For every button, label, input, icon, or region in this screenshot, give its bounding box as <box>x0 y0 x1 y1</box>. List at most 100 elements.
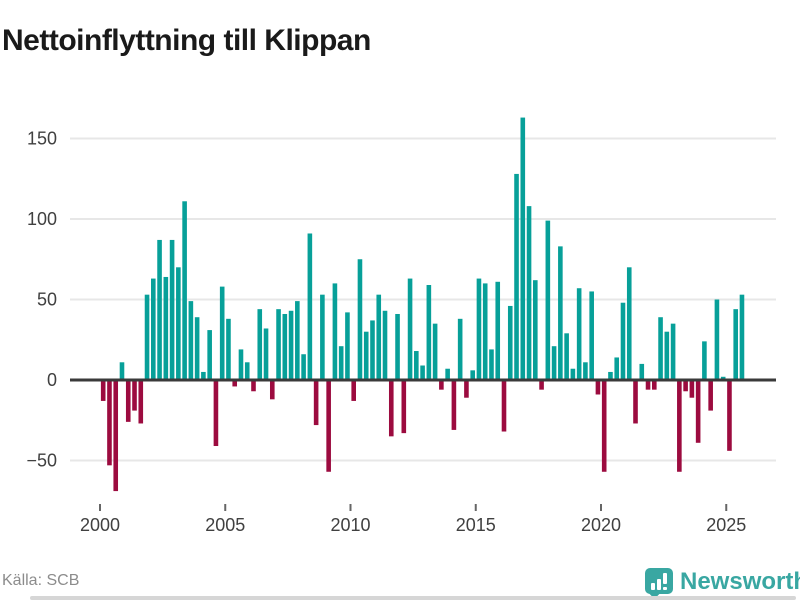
bar-2023Q2 <box>683 380 688 392</box>
bar-2008Q1 <box>301 354 306 380</box>
bar-2005Q3 <box>238 349 244 380</box>
bar-2018Q2 <box>558 246 563 380</box>
x-axis-label-2010: 2010 <box>330 515 370 535</box>
bar-2016Q1 <box>501 380 507 432</box>
bar-2019Q4 <box>595 380 601 395</box>
bar-2002Q3 <box>163 276 169 380</box>
bar-2004Q2 <box>207 330 212 380</box>
x-axis-label-2000: 2000 <box>80 515 120 535</box>
bar-2004Q1 <box>201 371 206 380</box>
bar-2014Q2 <box>457 318 463 380</box>
bar-2009Q1 <box>326 380 331 472</box>
bar-2020Q1 <box>601 380 607 472</box>
bar-2002Q4 <box>169 239 175 380</box>
x-axis-label-2015: 2015 <box>456 515 496 535</box>
bar-2014Q1 <box>451 380 457 430</box>
bar-2011Q2 <box>382 310 388 380</box>
bar-2023Q3 <box>689 380 695 398</box>
bar-2006Q2 <box>257 309 263 380</box>
bar-2001Q4 <box>144 294 150 380</box>
bar-2000Q3 <box>113 380 119 492</box>
bar-2000Q4 <box>119 362 125 380</box>
bar-2024Q3 <box>714 299 720 380</box>
bar-2017Q4 <box>545 220 551 380</box>
bar-2022Q1 <box>652 380 657 390</box>
bar-2015Q4 <box>495 281 501 380</box>
bar-2013Q4 <box>445 368 450 380</box>
bar-2016Q3 <box>514 173 519 380</box>
bar-2012Q4 <box>420 365 425 380</box>
newsworthy-brand-text: Newsworthy <box>680 568 800 595</box>
bar-2006Q4 <box>269 380 275 400</box>
bar-2023Q4 <box>695 380 701 443</box>
bar-2010Q2 <box>357 259 363 380</box>
bar-2010Q3 <box>363 331 369 380</box>
horizontal-scrollbar[interactable] <box>30 596 796 600</box>
bar-2003Q3 <box>188 301 194 380</box>
bar-2021Q2 <box>633 380 638 424</box>
bar-2001Q2 <box>132 380 137 411</box>
bar-2024Q4 <box>720 376 726 380</box>
bar-2022Q3 <box>664 331 670 380</box>
bar-2013Q2 <box>432 323 438 380</box>
bar-2022Q4 <box>670 323 676 380</box>
bar-2005Q1 <box>226 318 231 380</box>
bar-2002Q1 <box>151 278 156 380</box>
bar-2017Q2 <box>533 280 538 380</box>
bar-2018Q1 <box>551 346 557 380</box>
bar-2001Q3 <box>138 380 144 424</box>
bar-2020Q2 <box>608 371 613 380</box>
bar-2015Q1 <box>476 278 482 380</box>
page-title: Nettoinflyttning till Klippan <box>2 24 371 58</box>
bar-2015Q2 <box>482 283 488 380</box>
bar-2019Q3 <box>589 291 594 380</box>
bar-2019Q2 <box>583 362 588 380</box>
bar-2024Q2 <box>708 380 713 411</box>
bar-2004Q3 <box>213 380 219 447</box>
bar-2021Q4 <box>645 380 651 390</box>
bar-2014Q4 <box>470 370 475 380</box>
bar-2013Q1 <box>426 285 432 380</box>
bar-2009Q4 <box>345 312 350 380</box>
newsworthy-logo[interactable]: Newsworthy <box>645 566 800 599</box>
y-axis-label-50: 50 <box>37 290 57 310</box>
bar-2022Q2 <box>658 317 663 380</box>
bar-2003Q1 <box>176 267 181 380</box>
bar-2008Q3 <box>313 380 319 426</box>
bar-2024Q1 <box>702 341 707 380</box>
bar-2020Q4 <box>620 302 626 380</box>
bar-2025Q3 <box>739 294 745 380</box>
bar-2006Q1 <box>251 380 256 392</box>
bar-2003Q2 <box>182 201 187 380</box>
bar-2016Q4 <box>520 117 526 380</box>
bar-2008Q2 <box>307 233 313 380</box>
y-axis-label-100: 100 <box>27 209 57 229</box>
bar-2009Q2 <box>332 283 338 380</box>
bar-2005Q4 <box>244 362 250 380</box>
bar-2018Q4 <box>570 368 576 380</box>
bar-2000Q1 <box>100 380 106 401</box>
newsworthy-barchart-icon <box>645 568 673 594</box>
bar-2017Q3 <box>539 380 544 390</box>
bar-2011Q3 <box>388 380 394 437</box>
bar-2018Q3 <box>564 333 569 380</box>
bar-2012Q1 <box>401 380 407 434</box>
bar-2002Q2 <box>157 239 162 380</box>
bar-2025Q2 <box>733 309 739 380</box>
bar-2014Q3 <box>464 380 469 398</box>
bar-2011Q1 <box>376 294 382 380</box>
bar-2008Q4 <box>320 294 325 380</box>
x-axis-label-2020: 2020 <box>581 515 621 535</box>
bar-2009Q3 <box>338 346 344 380</box>
bar-2015Q3 <box>489 349 494 380</box>
bar-2000Q2 <box>107 380 112 466</box>
bar-2025Q1 <box>727 380 732 451</box>
bar-2021Q1 <box>626 267 632 380</box>
bar-2023Q1 <box>677 380 682 472</box>
bar-2017Q1 <box>526 206 532 380</box>
bar-2003Q4 <box>194 317 200 380</box>
bar-2006Q3 <box>263 328 269 380</box>
bar-2011Q4 <box>395 313 400 380</box>
x-axis-label-2025: 2025 <box>706 515 746 535</box>
